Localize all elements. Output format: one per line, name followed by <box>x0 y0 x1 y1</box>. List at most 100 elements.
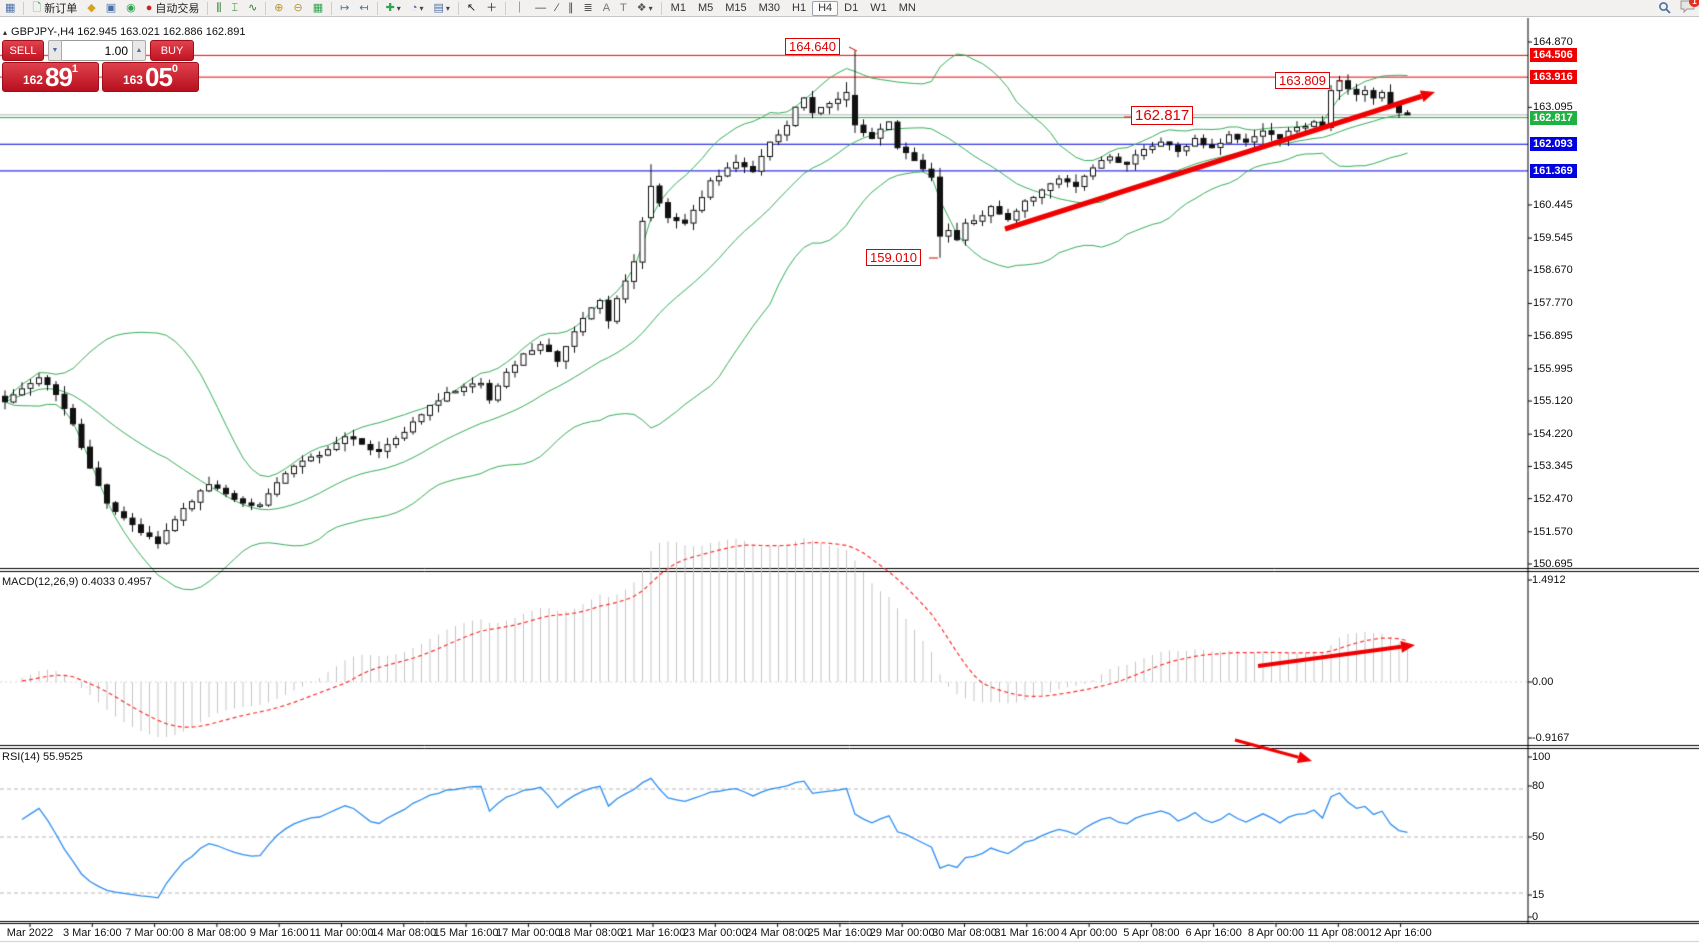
auto-scroll-icon[interactable]: ↦ <box>336 1 353 16</box>
templates-button[interactable]: ▤ ▾ <box>429 1 453 16</box>
time-axis-label: 25 Mar 16:00 <box>807 927 873 939</box>
new-order-button[interactable]: 🗋 新订单 <box>28 1 81 16</box>
crosshair-icon[interactable]: ＋ <box>482 1 501 16</box>
price-axis-tick: 150.695 <box>1533 557 1573 570</box>
vertical-line-icon[interactable]: ｜ <box>510 1 529 16</box>
timeframe-button-d1[interactable]: D1 <box>844 2 859 14</box>
trendline-icon-glyph: ∕ <box>556 1 558 14</box>
price-axis-tick: 153.345 <box>1533 460 1573 473</box>
volume-decrease-button[interactable]: ▼ <box>48 40 62 61</box>
macd-label: MACD(12,26,9) 0.4033 0.4957 <box>2 576 152 588</box>
tile-windows-icon[interactable]: ▦ <box>309 1 327 16</box>
zoom-in-icon-glyph: ⊕ <box>274 1 284 14</box>
indicator-axis-tick: 80 <box>1532 780 1545 792</box>
time-axis-label: 18 Mar 08:00 <box>558 927 624 939</box>
timeframe-button-m1[interactable]: M1 <box>670 2 686 14</box>
text-icon[interactable]: A <box>599 1 614 16</box>
fibonacci-icon[interactable]: ≣ <box>579 1 596 16</box>
periods-button[interactable]: ◔ ▾ <box>407 1 428 16</box>
buy-price-pips: 05 <box>144 62 173 92</box>
text-label-icon[interactable]: T <box>616 1 631 16</box>
tile-windows-icon-glyph: ▦ <box>312 1 324 14</box>
bar-chart-icon[interactable]: ⫼ <box>212 1 225 16</box>
buy-price-tile[interactable]: 163 05 0 <box>102 62 199 92</box>
timeframe-button-m5[interactable]: M5 <box>697 2 714 14</box>
time-axis-label: 31 Mar 16:00 <box>994 927 1060 939</box>
vertical-line-icon-glyph: ｜ <box>514 1 526 14</box>
volume-input[interactable] <box>62 40 132 61</box>
buy-price-whole: 163 <box>122 73 143 87</box>
arrows-glyph: ❖ <box>636 1 647 14</box>
profiles-icon[interactable]: ◆ <box>83 1 99 16</box>
timeframe-button-mn[interactable]: MN <box>898 2 916 14</box>
toolbar-separator <box>376 1 378 15</box>
time-axis-label: 29 Mar 00:00 <box>869 927 935 939</box>
indicator-axis-tick: -0.9167 <box>1532 732 1570 744</box>
sell-price-pips: 89 <box>44 62 73 92</box>
volume-increase-button[interactable]: ▲ <box>132 40 146 61</box>
zoom-out-icon[interactable]: ⊖ <box>290 1 307 16</box>
price-level-badge: 161.369 <box>1530 163 1577 178</box>
zoom-in-icon[interactable]: ⊕ <box>270 1 287 16</box>
toolbar-separator <box>660 1 662 15</box>
time-axis-label: 11 Mar 00:00 <box>309 927 374 939</box>
time-axis-label: 14 Mar 08:00 <box>371 927 437 939</box>
one-click-trading-panel: SELL ▼ ▲ BUY 162 89 1 163 05 0 <box>2 40 200 92</box>
trendline-icon[interactable]: ∕ <box>552 1 562 16</box>
time-axis-label: 8 Apr 00:00 <box>1247 927 1305 939</box>
chart-shift-icon[interactable]: ↤ <box>355 1 372 16</box>
toolbar-right-group: 1 <box>1658 0 1699 16</box>
terminal-icon[interactable]: ▣ <box>102 1 120 16</box>
line-chart-icon-glyph: ∿ <box>248 1 258 14</box>
indicator-axis-tick: 100 <box>1532 751 1551 763</box>
price-axis-tick: 164.870 <box>1533 36 1573 48</box>
price-annotation[interactable]: 163.809 <box>1275 72 1330 89</box>
timeframe-button-h4[interactable]: H4 <box>812 0 839 16</box>
indicator-axis-tick: 0 <box>1532 911 1539 923</box>
line-chart-icon[interactable]: ∿ <box>244 1 261 16</box>
cursor-icon[interactable]: ↖ <box>463 1 480 16</box>
price-annotation[interactable]: 159.010 <box>866 249 921 266</box>
price-axis-tick: 158.670 <box>1533 264 1573 277</box>
price-axis-tick: 156.895 <box>1533 329 1573 342</box>
price-annotation[interactable]: 164.640 <box>785 38 840 55</box>
toolbar-separator <box>331 1 333 15</box>
timeframe-button-m30[interactable]: M30 <box>758 2 781 14</box>
horizontal-line-icon[interactable]: — <box>531 1 550 16</box>
cursor-icon-glyph: ↖ <box>466 1 477 14</box>
time-axis-label: 11 Apr 08:00 <box>1307 927 1370 939</box>
chevron-down-icon: ▾ <box>648 3 653 13</box>
candlestick-chart-icon[interactable]: ⌶ <box>227 1 242 16</box>
time-axis-label: 23 Mar 00:00 <box>682 927 748 939</box>
zoom-out-icon-glyph: ⊖ <box>293 1 303 14</box>
timeframe-button-h1[interactable]: H1 <box>792 2 807 14</box>
text-label-icon-glyph: T <box>620 1 627 14</box>
rsi-label: RSI(14) 55.9525 <box>2 751 83 763</box>
buy-button[interactable]: BUY <box>150 40 194 61</box>
time-axis-label: 15 Mar 16:00 <box>433 927 499 939</box>
chevron-down-icon: ▾ <box>445 3 450 13</box>
candlestick-chart-icon-glyph: ⌶ <box>231 1 239 14</box>
autotrading-button[interactable]: ● 自动交易 <box>142 1 204 16</box>
sell-price-whole: 162 <box>22 73 43 87</box>
sell-price-tile[interactable]: 162 89 1 <box>2 62 99 92</box>
indicators-button[interactable]: ✚ ▾ <box>382 1 405 16</box>
sell-button[interactable]: SELL <box>2 40 44 61</box>
timeframe-button-w1[interactable]: W1 <box>870 2 887 14</box>
notifications-button[interactable]: 1 <box>1680 0 1699 16</box>
periods-glyph: ◔ <box>410 1 418 14</box>
toolbar-separator <box>23 1 25 15</box>
time-axis-label: Mar 2022 <box>6 927 54 939</box>
chart-symbol-icon: ▴ <box>3 27 8 37</box>
signals-icon[interactable]: ◉ <box>122 1 140 16</box>
timeframe-button-m15[interactable]: M15 <box>725 2 747 14</box>
search-icon[interactable] <box>1658 1 1672 15</box>
fibonacci-icon-glyph: ≣ <box>583 1 593 14</box>
equidistant-channel-icon-glyph: ∥ <box>567 1 574 14</box>
toolbar-separator <box>457 1 459 15</box>
arrows-button[interactable]: ❖ ▾ <box>633 1 657 16</box>
equidistant-channel-icon[interactable]: ∥ <box>564 1 578 16</box>
price-annotation[interactable]: 162.817 <box>1131 106 1194 125</box>
chart-window-icon[interactable]: ▦ <box>1 1 19 16</box>
